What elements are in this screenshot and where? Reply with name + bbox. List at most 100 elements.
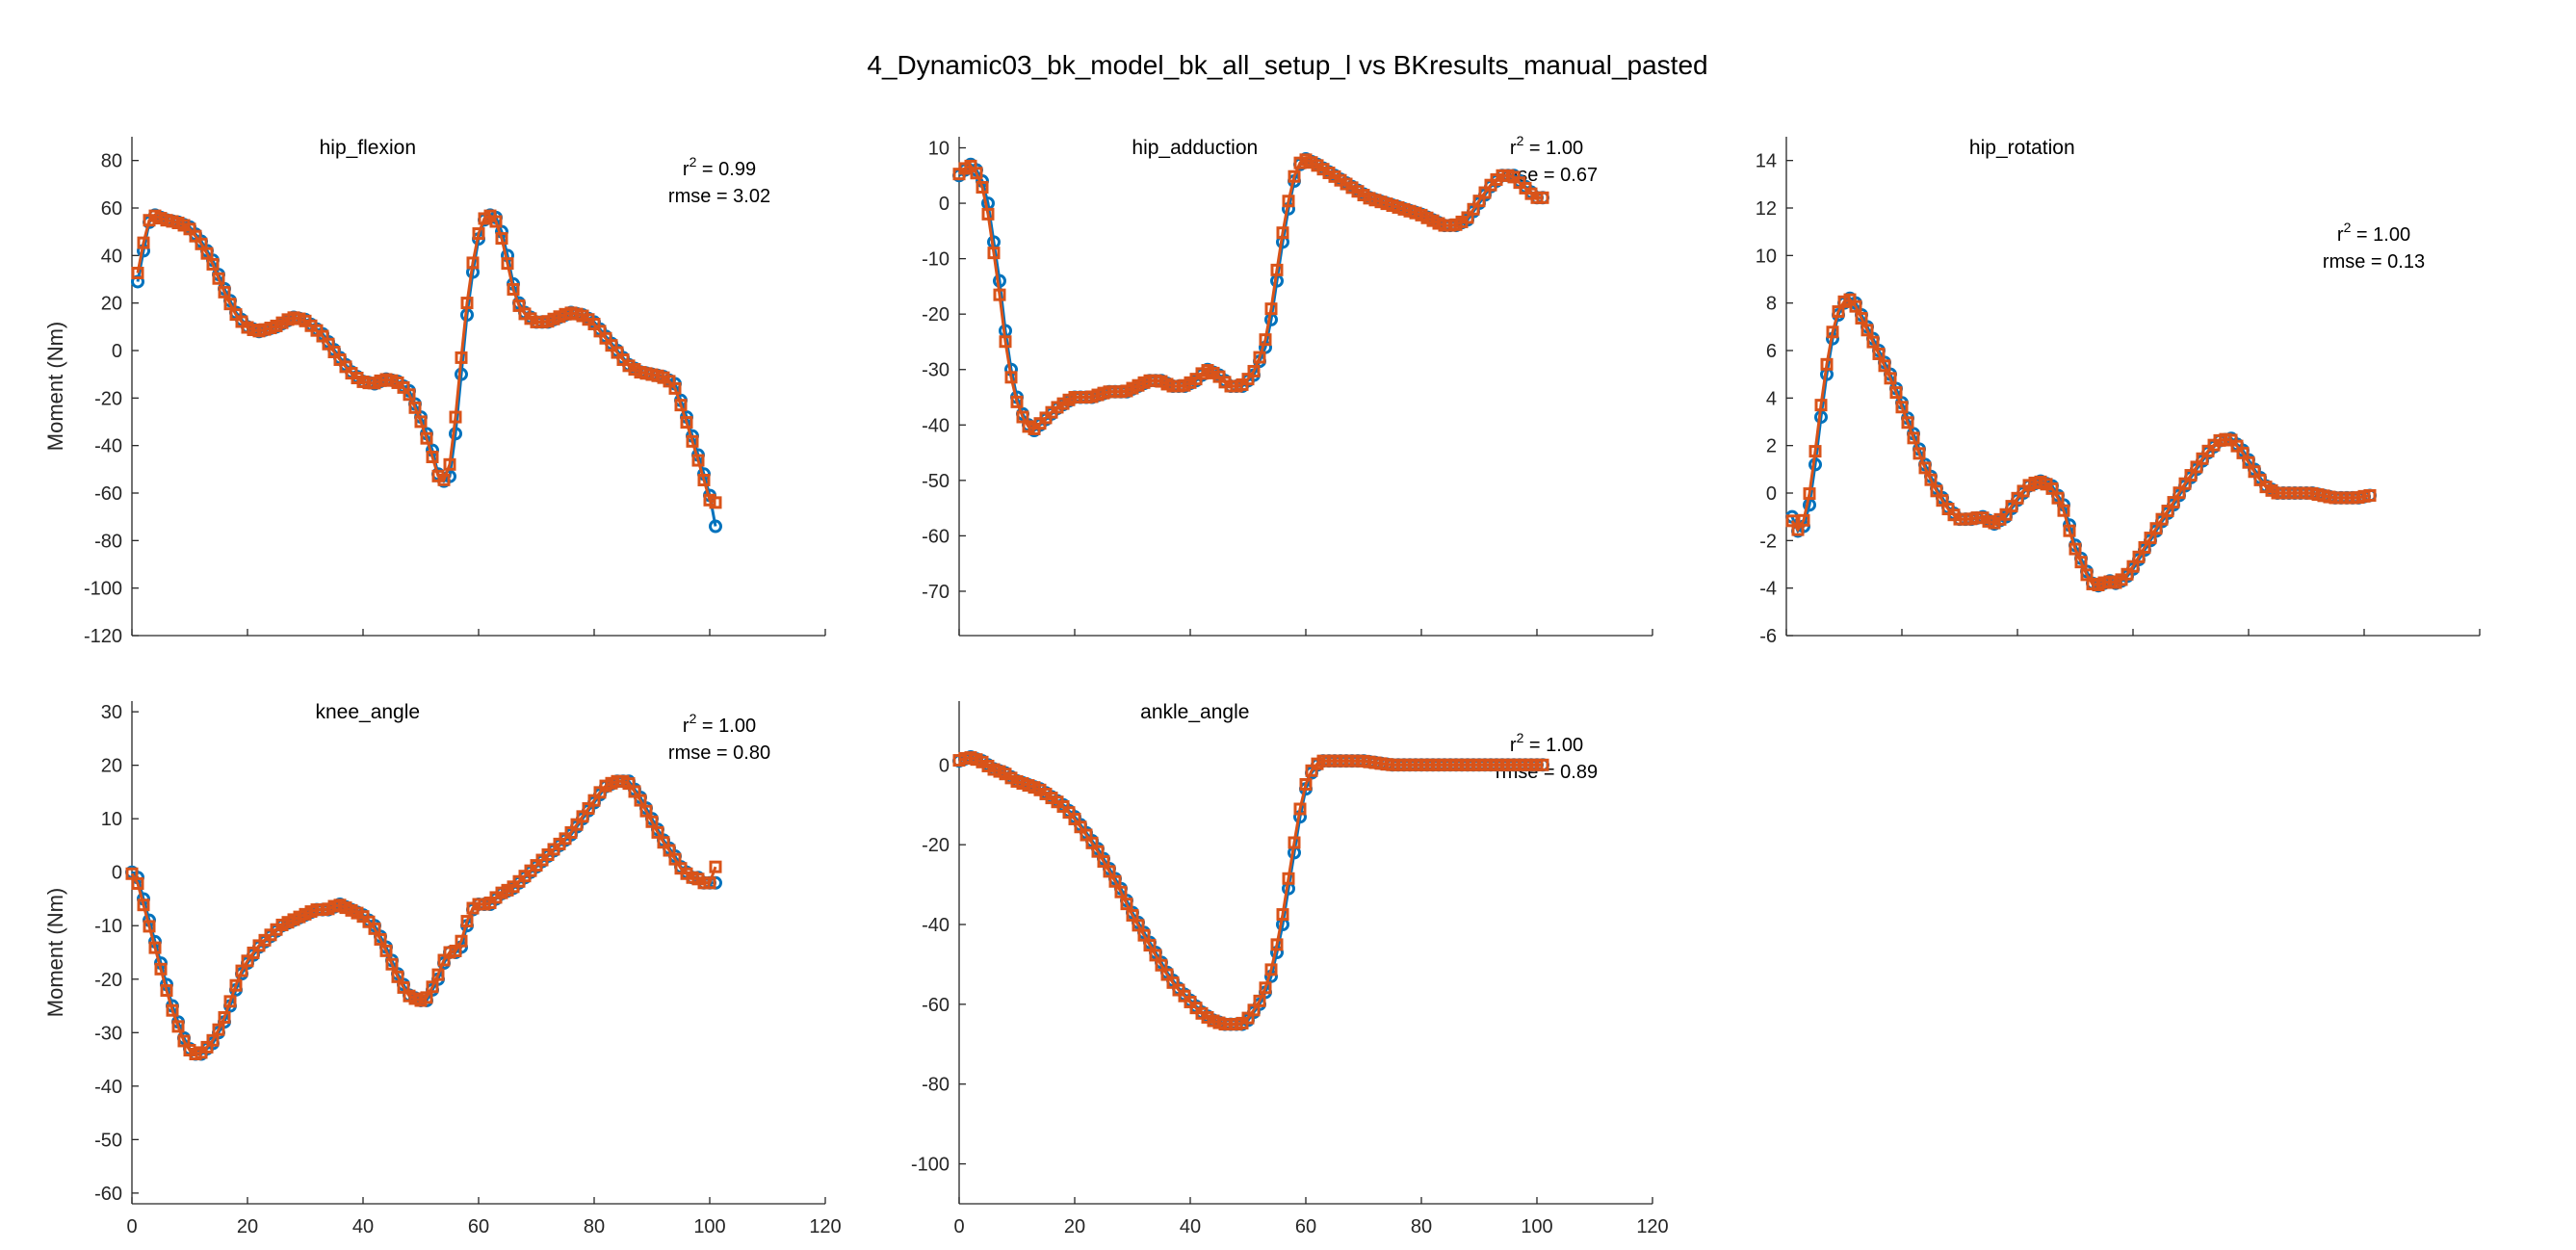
data-point	[501, 257, 514, 271]
y-axis-label: Moment (Nm)	[43, 888, 67, 1017]
y-tick-label: -60	[94, 483, 122, 505]
data-point	[131, 266, 144, 279]
x-tick-label: 40	[1180, 1216, 1201, 1237]
data-point	[206, 257, 220, 271]
data-point	[1253, 351, 1266, 364]
data-point	[1010, 395, 1024, 408]
data-point	[449, 410, 462, 424]
data-point	[1866, 335, 1880, 349]
x-tick-label: 60	[1295, 1216, 1316, 1237]
data-point	[137, 236, 150, 249]
y-tick-label: -20	[94, 388, 122, 409]
data-point	[131, 274, 144, 289]
data-point	[1259, 333, 1272, 347]
data-point	[1878, 359, 1891, 373]
y-tick-label: 0	[112, 341, 122, 362]
figure-title: 4_Dynamic03_bk_model_bk_all_setup_l vs B…	[867, 50, 1707, 80]
y-tick-label: -70	[922, 582, 950, 603]
series-reference	[952, 153, 1549, 435]
y-tick-label: -2	[1759, 531, 1777, 552]
data-point	[385, 957, 399, 971]
y-tick-label: -40	[922, 415, 950, 436]
y-tick-label: -40	[94, 436, 122, 457]
data-point	[1247, 364, 1261, 378]
subplot-ankle-angle: 0 20 40 60 80 100 120 0 -20 -40 -60 -80 -100 ankle_an…	[911, 701, 1669, 1237]
r-squared-label: r2 = 1.00	[683, 711, 756, 737]
data-point	[455, 934, 468, 948]
y-tick-label: -60	[922, 995, 950, 1016]
subplot-title: hip_flexion	[320, 137, 416, 159]
data-point	[970, 167, 983, 180]
data-point	[1849, 299, 1862, 313]
y-tick-label: 2	[1766, 436, 1777, 457]
data-point	[426, 451, 439, 464]
data-point	[1293, 802, 1307, 816]
y-tick-label: 0	[939, 755, 950, 776]
data-point	[2051, 491, 2065, 505]
data-point	[1884, 372, 1897, 385]
data-point	[2063, 524, 2076, 537]
r-squared-label: r2 = 1.00	[1510, 730, 1583, 756]
data-point	[1282, 872, 1295, 885]
data-point	[2057, 504, 2070, 517]
data-point	[1264, 963, 1278, 977]
subplot-title: hip_rotation	[1969, 137, 2075, 159]
y-tick-label: 30	[101, 702, 122, 723]
data-point	[703, 876, 716, 890]
data-point	[1895, 401, 1909, 414]
y-tick-label: -10	[922, 249, 950, 271]
y-tick-label: 4	[1766, 388, 1777, 409]
data-point	[1889, 386, 1903, 400]
y-tick-label: -100	[84, 579, 122, 600]
data-point	[1924, 473, 1938, 486]
data-point	[443, 457, 456, 471]
data-point	[1872, 347, 1886, 360]
y-tick-label: 0	[939, 194, 950, 215]
y-tick-label: -40	[922, 915, 950, 936]
y-tick-label: 0	[112, 863, 122, 884]
data-point	[1270, 263, 1284, 276]
y-tick-label: -100	[911, 1155, 950, 1176]
data-point	[460, 297, 474, 310]
data-point	[218, 285, 231, 299]
y-tick-label: -20	[922, 835, 950, 856]
data-point	[148, 941, 162, 954]
subplot-title: knee_angle	[315, 701, 420, 723]
y-tick-label: -20	[922, 304, 950, 326]
y-tick-label: -10	[94, 916, 122, 937]
y-tick-label: -50	[922, 471, 950, 492]
data-point	[1855, 311, 1868, 325]
x-tick-label: 60	[468, 1216, 489, 1237]
data-point	[697, 473, 711, 486]
subplot-grid: 806040200-20-40-60-80-100-120hip_flexion…	[43, 133, 2481, 1237]
x-tick-label: 100	[1521, 1216, 1552, 1237]
y-tick-label: -20	[94, 970, 122, 991]
data-point	[1259, 981, 1272, 995]
data-point	[1114, 885, 1128, 898]
y-tick-label: -6	[1759, 626, 1777, 647]
y-tick-label: 40	[101, 246, 122, 267]
rmse-label: rmse = 3.02	[668, 186, 770, 207]
data-point	[2363, 488, 2377, 502]
rmse-label: rmse = 0.80	[668, 742, 770, 764]
data-point	[437, 473, 451, 486]
y-tick-label: -30	[94, 1023, 122, 1044]
data-point	[229, 978, 243, 992]
y-tick-label: 10	[1756, 246, 1777, 267]
r-squared-label: r2 = 1.00	[1510, 133, 1583, 159]
data-point	[976, 180, 989, 194]
data-point	[1276, 226, 1289, 240]
data-point	[1004, 371, 1018, 384]
data-point	[403, 388, 416, 402]
data-point	[160, 984, 173, 998]
y-tick-label: -60	[922, 526, 950, 547]
y-tick-label: 20	[101, 756, 122, 777]
data-point	[223, 995, 237, 1008]
data-point	[1907, 431, 1920, 445]
data-point	[1536, 758, 1549, 771]
data-point	[1253, 994, 1266, 1007]
rmse-label: rmse = 0.13	[2323, 251, 2425, 273]
data-point	[472, 227, 485, 241]
data-point	[1276, 908, 1289, 922]
x-tick-label: 100	[693, 1216, 725, 1237]
